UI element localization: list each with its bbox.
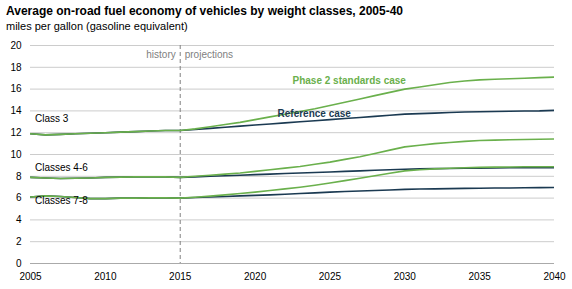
svg-text:Classes 7-8: Classes 7-8 [35, 195, 88, 206]
svg-text:12: 12 [10, 127, 22, 138]
svg-text:2010: 2010 [94, 271, 117, 282]
svg-text:2020: 2020 [244, 271, 267, 282]
svg-text:14: 14 [10, 105, 22, 116]
svg-text:10: 10 [10, 149, 22, 160]
svg-text:4: 4 [16, 214, 22, 225]
svg-text:Classes 4-6: Classes 4-6 [35, 162, 88, 173]
svg-text:2030: 2030 [394, 271, 417, 282]
svg-text:2025: 2025 [319, 271, 342, 282]
html-text:Average on-road fuel economy o: Average on-road fuel economy of vehicles… [6, 4, 403, 18]
svg-text:Phase 2 standards case: Phase 2 standards case [293, 75, 407, 86]
svg-text:Reference case: Reference case [278, 108, 352, 119]
svg-text:2: 2 [16, 236, 22, 247]
svg-text:projections: projections [185, 49, 233, 60]
svg-text:20: 20 [10, 40, 22, 51]
svg-text:16: 16 [10, 83, 22, 94]
svg-text:2015: 2015 [169, 271, 192, 282]
svg-text:6: 6 [16, 192, 22, 203]
svg-text:8: 8 [16, 171, 22, 182]
svg-text:18: 18 [10, 62, 22, 73]
svg-text:2035: 2035 [469, 271, 492, 282]
svg-text:history: history [146, 49, 175, 60]
svg-text:0: 0 [16, 258, 22, 269]
html-text:miles per gallon (gasoline equ: miles per gallon (gasoline equivalent) [6, 20, 188, 32]
svg-text:2005: 2005 [19, 271, 42, 282]
svg-text:Class 3: Class 3 [35, 113, 69, 124]
svg-text:2040: 2040 [543, 271, 566, 282]
